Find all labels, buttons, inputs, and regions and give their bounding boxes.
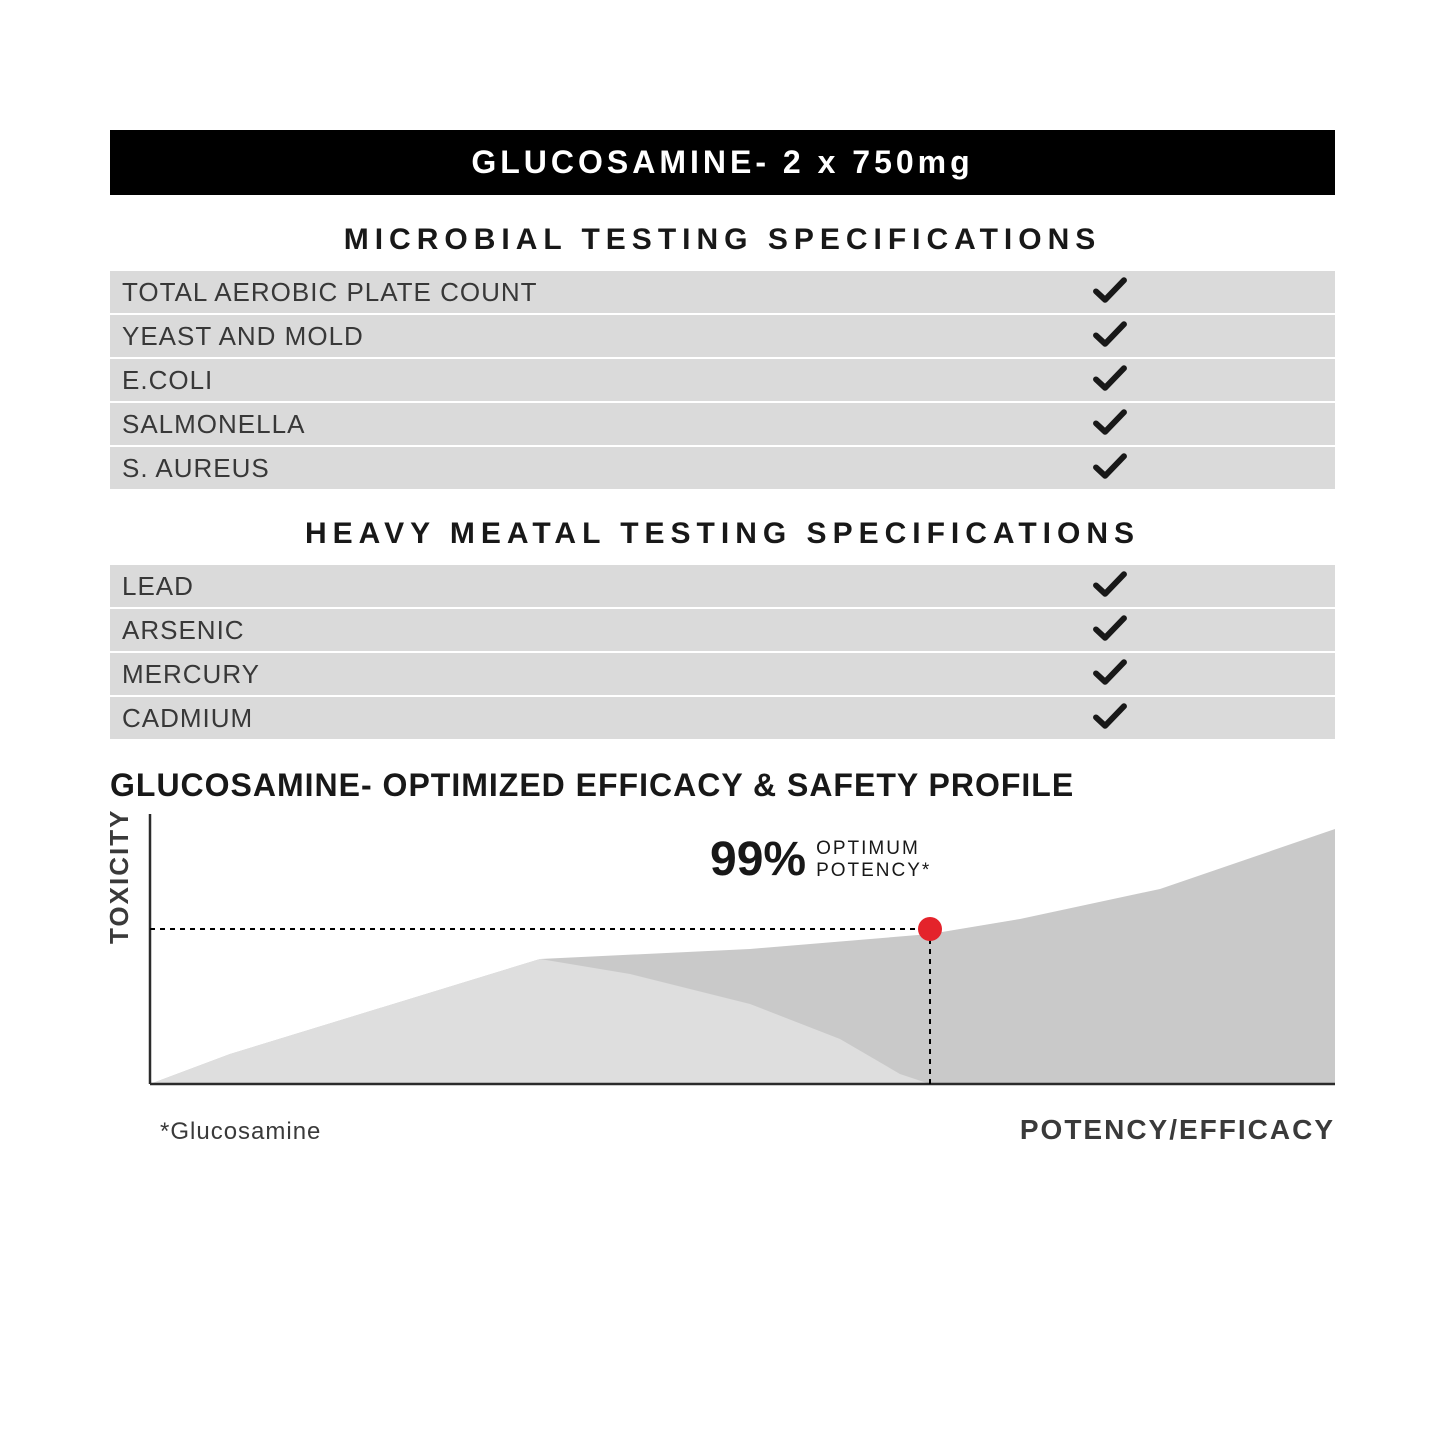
spec-label: ARSENIC <box>122 615 245 646</box>
table-row: S. AUREUS <box>110 447 1335 491</box>
footnote: *Glucosamine <box>160 1118 321 1146</box>
spec-label: CADMIUM <box>122 703 253 734</box>
chart-wrap: TOXICITY 99% OPTIMUM POTENCY* *Glucosami… <box>110 814 1335 1104</box>
callout-line2: POTENCY* <box>816 860 931 881</box>
table-row: TOTAL AEROBIC PLATE COUNT <box>110 271 1335 315</box>
table-row: ARSENIC <box>110 609 1335 653</box>
check-icon <box>1093 570 1127 598</box>
spec-label: E.COLI <box>122 365 213 396</box>
title-text: GLUCOSAMINE- 2 x 750mg <box>471 144 973 180</box>
profile-heading: GLUCOSAMINE- OPTIMIZED EFFICACY & SAFETY… <box>110 767 1335 804</box>
heavy-metal-heading: HEAVY MEATAL TESTING SPECIFICATIONS <box>110 517 1335 551</box>
microbial-table: TOTAL AEROBIC PLATE COUNT YEAST AND MOLD… <box>110 271 1335 491</box>
optimum-callout: 99% OPTIMUM POTENCY* <box>710 832 931 887</box>
callout-line1: OPTIMUM <box>816 838 920 859</box>
check-cell <box>1093 408 1323 441</box>
table-row: CADMIUM <box>110 697 1335 741</box>
spec-label: YEAST AND MOLD <box>122 321 364 352</box>
spec-label: LEAD <box>122 571 194 602</box>
table-row: LEAD <box>110 565 1335 609</box>
table-row: E.COLI <box>110 359 1335 403</box>
check-cell <box>1093 276 1323 309</box>
check-icon <box>1093 408 1127 436</box>
spec-label: MERCURY <box>122 659 260 690</box>
check-cell <box>1093 658 1323 691</box>
check-icon <box>1093 276 1127 304</box>
check-icon <box>1093 364 1127 392</box>
check-cell <box>1093 702 1323 735</box>
callout-text: OPTIMUM POTENCY* <box>816 838 931 882</box>
check-cell <box>1093 452 1323 485</box>
check-icon <box>1093 614 1127 642</box>
check-icon <box>1093 702 1127 730</box>
table-row: SALMONELLA <box>110 403 1335 447</box>
check-cell <box>1093 320 1323 353</box>
callout-percent: 99% <box>710 832 806 887</box>
table-row: MERCURY <box>110 653 1335 697</box>
y-axis-label: TOXICITY <box>104 809 135 944</box>
check-cell <box>1093 570 1323 603</box>
x-axis-label: POTENCY/EFFICACY <box>1020 1114 1335 1146</box>
check-cell <box>1093 364 1323 397</box>
title-bar: GLUCOSAMINE- 2 x 750mg <box>110 130 1335 195</box>
check-icon <box>1093 320 1127 348</box>
heavy-metal-table: LEAD ARSENIC MERCURY CADMIUM <box>110 565 1335 741</box>
table-row: YEAST AND MOLD <box>110 315 1335 359</box>
spec-label: S. AUREUS <box>122 453 270 484</box>
spec-label: TOTAL AEROBIC PLATE COUNT <box>122 277 538 308</box>
microbial-heading: MICROBIAL TESTING SPECIFICATIONS <box>110 223 1335 257</box>
spec-label: SALMONELLA <box>122 409 305 440</box>
check-icon <box>1093 658 1127 686</box>
check-icon <box>1093 452 1127 480</box>
check-cell <box>1093 614 1323 647</box>
